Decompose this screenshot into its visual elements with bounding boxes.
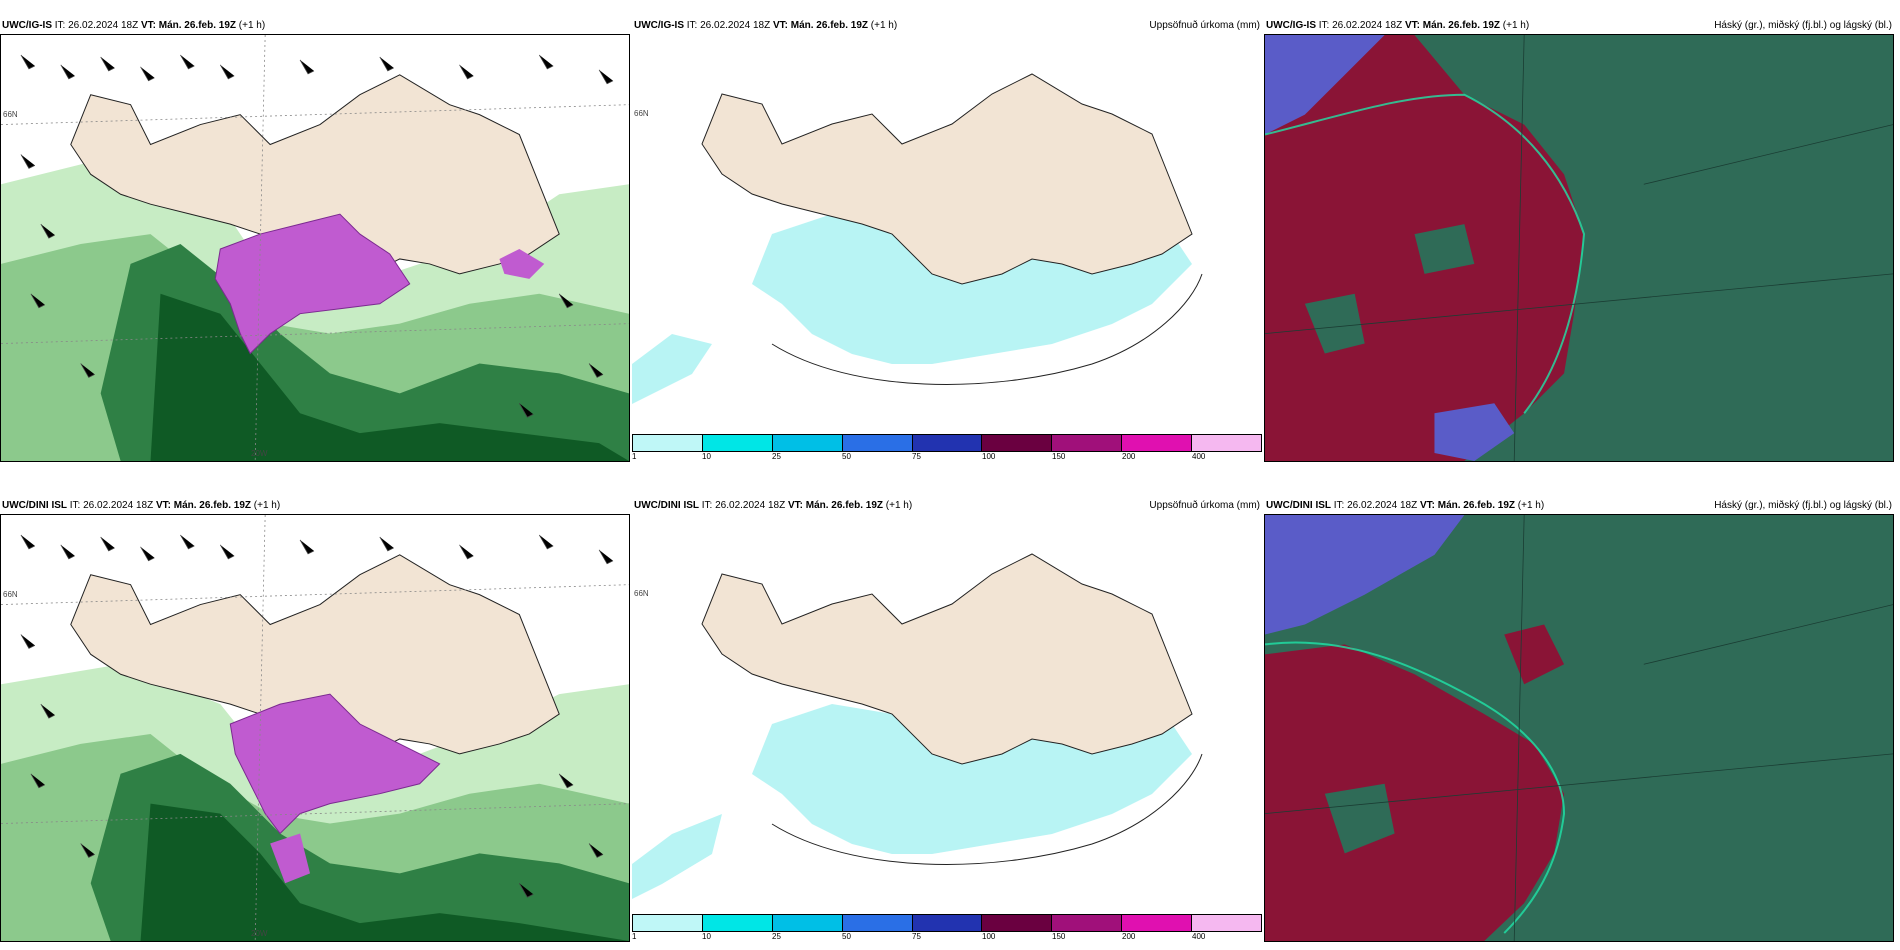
colorbar-segment [633, 915, 703, 931]
clouds-map [1264, 34, 1894, 462]
init-time: IT: 26.02.2024 18Z [701, 500, 786, 511]
colorbar-tick: 100 [982, 932, 996, 941]
lead-time: (+1 h) [1502, 20, 1530, 31]
colorbar-segment [633, 435, 703, 451]
colorbar-segment [1122, 915, 1193, 931]
colorbar-tick: 10 [702, 452, 711, 461]
lead-time: (+1 h) [1517, 500, 1545, 511]
field-label: Háský (gr.), miðský (fj.bl.) og lágský (… [1714, 500, 1892, 511]
panel-r1-clouds: UWC/IG-IS IT: 26.02.2024 18Z VT: Mán. 26… [1264, 14, 1894, 462]
colorbar-segment [1052, 435, 1123, 451]
colorbar-tick: 25 [772, 932, 781, 941]
colorbar-segment [1192, 915, 1262, 931]
colorbar-tick: 50 [842, 452, 851, 461]
colorbar-tick: 200 [1122, 932, 1136, 941]
colorbar-segment [912, 915, 983, 931]
init-time: IT: 26.02.2024 18Z [54, 20, 139, 31]
colorbar-tick: 10 [702, 932, 711, 941]
clouds-map [1264, 514, 1894, 942]
panel-title: UWC/IG-IS IT: 26.02.2024 18Z VT: Mán. 26… [1266, 20, 1892, 34]
valid-time: VT: Mán. 26.feb. 19Z [140, 20, 236, 31]
colorbar-segment [842, 915, 913, 931]
model-name: UWC/IG-IS [634, 20, 684, 31]
colorbar-segment [772, 915, 843, 931]
model-name: UWC/DINI ISL [634, 500, 699, 511]
latitude-label: 66N [3, 110, 18, 119]
init-time: IT: 26.02.2024 18Z [1333, 500, 1418, 511]
colorbar-tick: 150 [1052, 452, 1066, 461]
panel-r2-precip-wind: UWC/DINI ISL IT: 26.02.2024 18Z VT: Mán.… [0, 494, 630, 942]
colorbar-segment [1052, 915, 1123, 931]
colorbar-tick: 75 [912, 452, 921, 461]
colorbar-segment [982, 915, 1053, 931]
init-time: IT: 26.02.2024 18Z [686, 20, 771, 31]
valid-time: VT: Mán. 26.feb. 19Z [772, 20, 868, 31]
panel-title: UWC/IG-IS IT: 26.02.2024 18Z VT: Mán. 26… [634, 20, 1260, 34]
precip-wind-map: 66N 20W [0, 514, 630, 942]
colorbar-tick: 50 [842, 932, 851, 941]
field-label: Háský (gr.), miðský (fj.bl.) og lágský (… [1714, 20, 1892, 31]
colorbar-tick: 25 [772, 452, 781, 461]
colorbar-segment [982, 435, 1053, 451]
panel-r2-clouds: UWC/DINI ISL IT: 26.02.2024 18Z VT: Mán.… [1264, 494, 1894, 942]
panel-r2-accum: UWC/DINI ISL IT: 26.02.2024 18Z VT: Mán.… [632, 494, 1262, 942]
accum-map: 66N [632, 514, 1262, 904]
valid-time: VT: Mán. 26.feb. 19Z [1404, 20, 1500, 31]
colorbar-ticks: 1 10 25 50 75 100 150 200 400 [632, 452, 1262, 462]
model-name: UWC/IG-IS [2, 20, 52, 31]
colorbar-ticks: 1 10 25 50 75 100 150 200 400 [632, 932, 1262, 942]
precip-colorbar [632, 434, 1262, 452]
precip-wind-map: 66N 20W [0, 34, 630, 462]
longitude-label: 20W [251, 449, 268, 458]
colorbar-segment [702, 915, 773, 931]
colorbar-tick: 1 [632, 932, 637, 941]
colorbar-tick: 1 [632, 452, 637, 461]
model-name: UWC/DINI ISL [1266, 500, 1331, 511]
colorbar-tick: 75 [912, 932, 921, 941]
panel-r1-accum: UWC/IG-IS IT: 26.02.2024 18Z VT: Mán. 26… [632, 14, 1262, 462]
latitude-label: 66N [634, 109, 649, 118]
init-time: IT: 26.02.2024 18Z [69, 500, 154, 511]
panel-title: UWC/DINI ISL IT: 26.02.2024 18Z VT: Mán.… [634, 500, 1260, 514]
lead-time: (+1 h) [885, 500, 913, 511]
colorbar-tick: 400 [1192, 452, 1206, 461]
lead-time: (+1 h) [238, 20, 266, 31]
panel-title: UWC/DINI ISL IT: 26.02.2024 18Z VT: Mán.… [1266, 500, 1892, 514]
colorbar-segment [842, 435, 913, 451]
colorbar-segment [1122, 435, 1193, 451]
lead-time: (+1 h) [870, 20, 898, 31]
colorbar-segment [702, 435, 773, 451]
colorbar-tick: 150 [1052, 932, 1066, 941]
field-label: Uppsöfnuð úrkoma (mm) [1149, 20, 1260, 31]
panel-r1-precip-wind: UWC/IG-IS IT: 26.02.2024 18Z VT: Mán. 26… [0, 14, 630, 462]
longitude-label: 20W [251, 929, 268, 938]
model-name: UWC/DINI ISL [2, 500, 67, 511]
colorbar-segment [912, 435, 983, 451]
precip-colorbar [632, 914, 1262, 932]
colorbar-tick: 100 [982, 452, 996, 461]
init-time: IT: 26.02.2024 18Z [1318, 20, 1403, 31]
accum-map: 66N [632, 34, 1262, 424]
model-name: UWC/IG-IS [1266, 20, 1316, 31]
panel-title: UWC/DINI ISL IT: 26.02.2024 18Z VT: Mán.… [2, 500, 628, 514]
latitude-label: 66N [634, 589, 649, 598]
field-label: Uppsöfnuð úrkoma (mm) [1149, 500, 1260, 511]
panel-title: UWC/IG-IS IT: 26.02.2024 18Z VT: Mán. 26… [2, 20, 628, 34]
latitude-label: 66N [3, 590, 18, 599]
colorbar-segment [772, 435, 843, 451]
valid-time: VT: Mán. 26.feb. 19Z [155, 500, 251, 511]
colorbar-segment [1192, 435, 1262, 451]
colorbar-tick: 400 [1192, 932, 1206, 941]
valid-time: VT: Mán. 26.feb. 19Z [787, 500, 883, 511]
lead-time: (+1 h) [253, 500, 281, 511]
valid-time: VT: Mán. 26.feb. 19Z [1419, 500, 1515, 511]
colorbar-tick: 200 [1122, 452, 1136, 461]
